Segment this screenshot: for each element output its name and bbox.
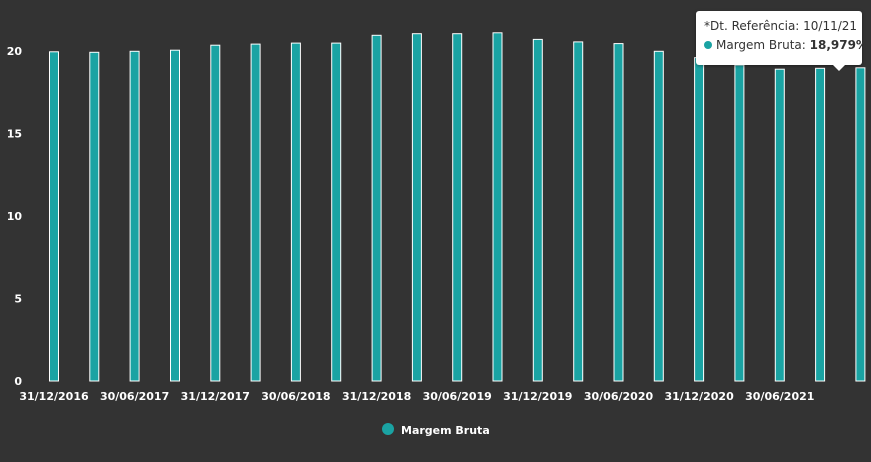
bar[interactable]: [694, 57, 705, 382]
bar[interactable]: [89, 51, 100, 382]
y-tick-label: 5: [14, 293, 22, 306]
bar[interactable]: [250, 43, 261, 382]
legend-marker: [382, 423, 394, 435]
y-tick-label: 0: [14, 375, 22, 388]
y-tick-label: 10: [7, 210, 23, 223]
x-tick-label: 31/12/2019: [503, 390, 572, 403]
x-tick-label: 31/12/2017: [181, 390, 250, 403]
x-tick-label: 31/12/2016: [19, 390, 89, 403]
tooltip: *Dt. Referência: 10/11/21 Margem Bruta: …: [696, 11, 868, 65]
x-axis: 31/12/2016 30/06/2017 31/12/2017 30/06/2018…: [19, 390, 814, 403]
bar[interactable]: [411, 33, 422, 382]
bar[interactable]: [210, 44, 221, 382]
x-tick-label: 30/06/2020: [584, 390, 654, 403]
y-tick-label: 15: [7, 128, 22, 141]
legend[interactable]: Margem Bruta: [382, 423, 490, 437]
tooltip-series-dot: [704, 41, 712, 49]
tooltip-series-label: Margem Bruta:: [716, 38, 810, 52]
bar[interactable]: [613, 43, 624, 382]
tooltip-date: *Dt. Referência: 10/11/21: [704, 19, 858, 33]
bar[interactable]: [815, 67, 826, 382]
bar[interactable]: [290, 42, 301, 382]
bar[interactable]: [452, 33, 463, 382]
bar[interactable]: [653, 50, 664, 382]
tooltip-value: 18,979%: [809, 38, 868, 52]
bar[interactable]: [855, 67, 866, 382]
bar[interactable]: [49, 51, 59, 382]
bars: [49, 32, 866, 382]
bar[interactable]: [532, 38, 543, 382]
bar[interactable]: [371, 34, 382, 382]
y-tick-label: 20: [7, 45, 23, 58]
x-tick-label: 30/06/2021: [745, 390, 814, 403]
legend-label: Margem Bruta: [401, 424, 490, 437]
bar[interactable]: [170, 49, 180, 382]
tooltip-tail: [833, 65, 845, 71]
bar[interactable]: [734, 64, 745, 382]
bar[interactable]: [573, 41, 584, 382]
bar[interactable]: [774, 68, 785, 382]
x-tick-label: 30/06/2018: [261, 390, 330, 403]
bar[interactable]: [492, 32, 503, 382]
bar[interactable]: [331, 42, 342, 382]
x-tick-label: 31/12/2018: [342, 390, 411, 403]
x-tick-label: 30/06/2019: [423, 390, 492, 403]
tooltip-series-row: Margem Bruta: 18,979%: [704, 36, 868, 55]
bar[interactable]: [129, 50, 140, 382]
y-axis: 0 5 10 15 20: [7, 45, 23, 388]
x-tick-label: 30/06/2017: [100, 390, 169, 403]
x-tick-label: 31/12/2020: [664, 390, 734, 403]
